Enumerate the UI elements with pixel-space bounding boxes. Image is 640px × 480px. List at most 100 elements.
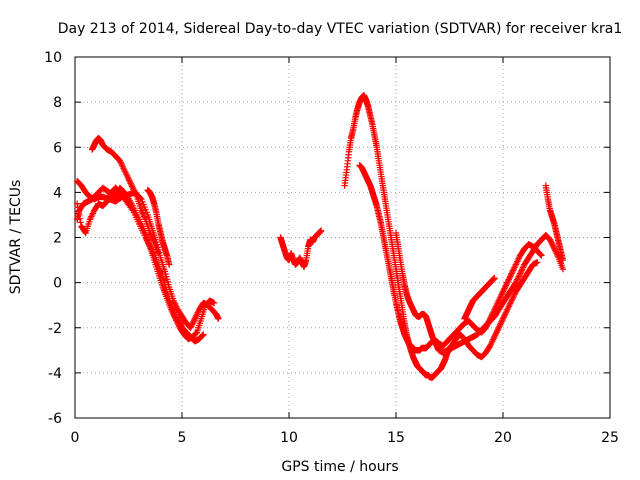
- data-point: [191, 315, 199, 322]
- data-point: [148, 234, 156, 241]
- x-tick-label: 0: [71, 430, 80, 446]
- data-point: [140, 211, 147, 219]
- data-point: [123, 172, 131, 180]
- data-point: [513, 277, 520, 285]
- data-point: [87, 214, 94, 222]
- data-point: [489, 311, 496, 318]
- data-point: [128, 205, 135, 213]
- data-point: [76, 211, 83, 219]
- data-point: [116, 157, 124, 164]
- data-point: [188, 323, 195, 330]
- data-point: [506, 274, 513, 282]
- data-point: [486, 315, 494, 322]
- data-point: [551, 247, 559, 254]
- chart-title: Day 213 of 2014, Sidereal Day-to-day VTE…: [58, 21, 623, 37]
- data-point: [513, 259, 520, 267]
- data-point: [488, 339, 495, 346]
- data-point: [73, 200, 81, 207]
- data-point: [494, 298, 502, 306]
- series-arc-c: [73, 184, 207, 345]
- data-point: [509, 267, 517, 274]
- data-point: [516, 271, 523, 279]
- data-point: [124, 174, 131, 181]
- data-point: [132, 190, 139, 198]
- data-point: [510, 265, 517, 273]
- data-point: [86, 216, 94, 223]
- data-point: [123, 171, 130, 178]
- data-point: [514, 258, 521, 265]
- data-point: [508, 270, 515, 277]
- data-point: [148, 247, 156, 255]
- data-point: [496, 295, 503, 303]
- data-point: [500, 286, 507, 294]
- data-point: [534, 259, 541, 266]
- data-point: [518, 267, 525, 274]
- data-point: [148, 246, 155, 253]
- data-point: [549, 242, 557, 249]
- data-point: [514, 274, 522, 282]
- data-point: [121, 166, 128, 174]
- data-point: [504, 277, 512, 285]
- data-point: [496, 321, 504, 328]
- data-point: [149, 235, 156, 243]
- data-point: [190, 317, 198, 324]
- data-point: [483, 323, 490, 330]
- data-point: [193, 329, 200, 337]
- data-point: [192, 314, 199, 321]
- data-point: [554, 253, 562, 260]
- x-axis-label: GPS time / hours: [281, 459, 398, 475]
- data-point: [491, 274, 498, 282]
- data-point: [490, 308, 497, 315]
- data-point: [126, 178, 134, 186]
- data-point: [559, 265, 567, 273]
- data-point: [104, 196, 112, 204]
- data-point: [149, 249, 156, 256]
- data-point: [138, 208, 146, 216]
- data-point: [494, 327, 501, 334]
- data-point: [89, 210, 97, 217]
- data-point: [77, 219, 84, 226]
- data-point: [127, 180, 134, 187]
- data-point: [494, 326, 502, 333]
- data-point: [131, 189, 139, 196]
- y-tick-label: 10: [44, 50, 62, 66]
- data-point: [551, 245, 558, 252]
- series-arc-i: [392, 229, 541, 361]
- data-point: [150, 250, 157, 258]
- data-point: [515, 273, 522, 280]
- data-point: [514, 276, 521, 283]
- data-point: [487, 341, 495, 348]
- data-point: [128, 183, 136, 190]
- y-tick-label: 8: [53, 95, 62, 111]
- series-arc-h: [356, 162, 545, 354]
- data-point: [489, 338, 496, 345]
- data-point: [129, 184, 136, 192]
- y-tick-label: -4: [48, 366, 62, 382]
- data-point: [121, 168, 129, 175]
- data-point: [482, 324, 490, 331]
- data-point: [495, 324, 502, 331]
- series-arc-j: [461, 274, 498, 322]
- data-point: [502, 309, 510, 316]
- data-point: [501, 311, 509, 318]
- data-point: [554, 251, 561, 258]
- data-point: [194, 309, 201, 316]
- data-point: [106, 193, 113, 201]
- data-point: [144, 238, 151, 246]
- data-point: [497, 320, 505, 327]
- data-point: [105, 195, 112, 202]
- data-point: [75, 207, 82, 215]
- y-tick-label: 6: [53, 140, 62, 156]
- data-point: [113, 192, 120, 199]
- data-point: [549, 241, 556, 248]
- data-point: [491, 304, 499, 312]
- data-point: [133, 192, 140, 199]
- data-point: [200, 331, 207, 338]
- data-point: [199, 332, 206, 339]
- data-point: [496, 323, 503, 330]
- data-point: [498, 318, 505, 325]
- y-axis-label: SDTVAR / TECUs: [8, 180, 24, 295]
- x-tick-label: 20: [494, 430, 512, 446]
- data-point: [81, 228, 89, 236]
